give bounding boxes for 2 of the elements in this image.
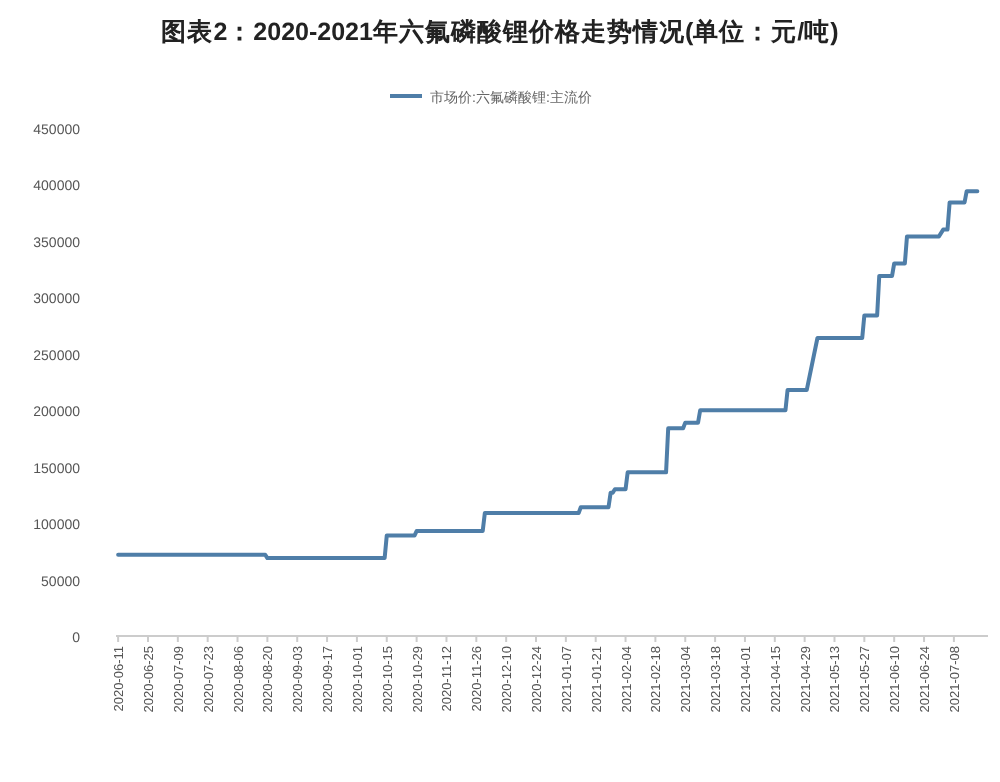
line-series <box>116 189 980 561</box>
chart-title: 图表2：2020-2021年六氟磷酸锂价格走势情况(单位：元/吨) <box>161 16 839 46</box>
